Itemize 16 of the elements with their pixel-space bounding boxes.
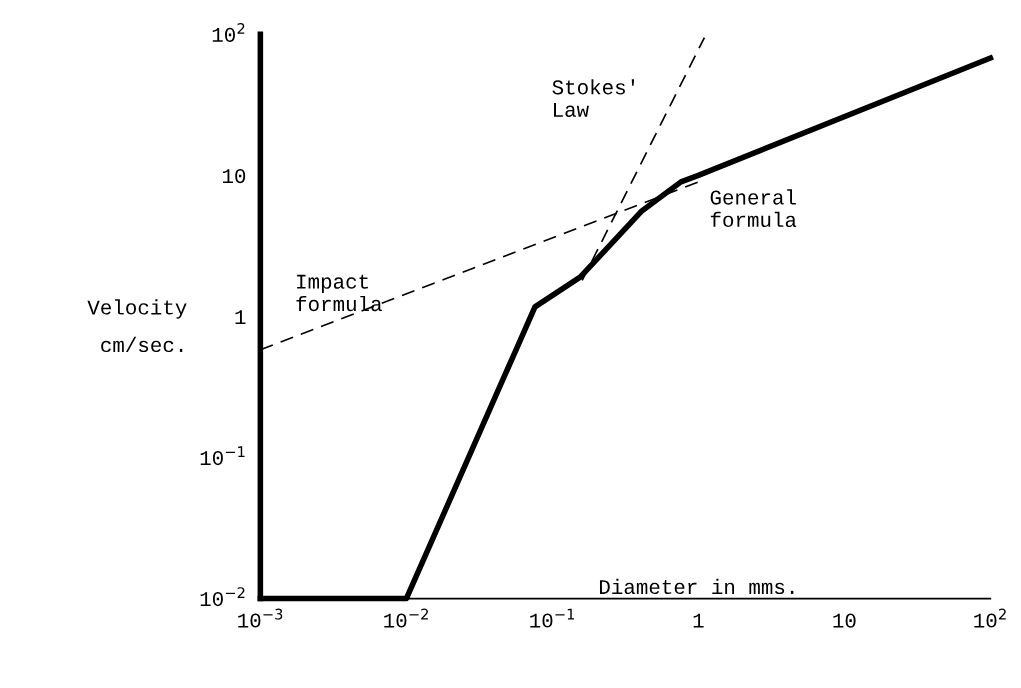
y-tick-label: 10$^{−2}$ (200, 587, 245, 607)
series-label: Stokes' Law (552, 79, 635, 117)
x-tick-label: 1 (693, 613, 704, 628)
y-tick-label: 1 (235, 310, 246, 325)
x-tick-label: 10$^{−3}$ (238, 608, 283, 628)
y-tick-label: 10$^{2}$ (212, 22, 245, 42)
x-tick-label: 10$^{2}$ (974, 608, 1006, 628)
x-tick-label: 10$^{−1}$ (530, 608, 575, 628)
series-label: General formula (710, 189, 797, 228)
y-axis-title: Velocity cm/sec. (87, 299, 187, 353)
x-tick-label: 10 (833, 613, 856, 628)
y-tick-label: 10 (222, 169, 246, 184)
series-label: Impact formula (296, 274, 382, 312)
x-tick-label: 10$^{−2}$ (384, 608, 428, 628)
x-axis-title: Diameter in mms. (599, 578, 794, 595)
y-tick-label: 10$^{−1}$ (200, 446, 245, 466)
